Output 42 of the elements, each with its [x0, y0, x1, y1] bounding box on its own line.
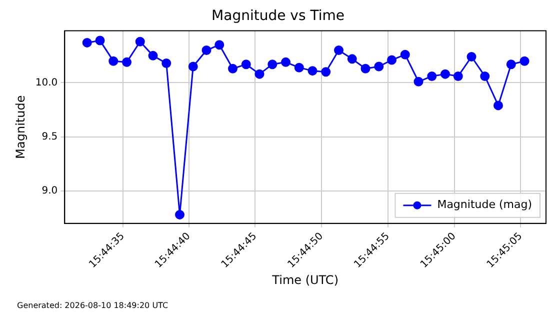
point	[466, 52, 476, 62]
point	[308, 66, 318, 76]
point	[347, 54, 357, 64]
point	[334, 46, 344, 56]
x-axis-title: Time (UTC)	[271, 272, 339, 287]
point	[427, 71, 437, 81]
point	[453, 71, 463, 81]
chart-title: Magnitude vs Time	[212, 8, 344, 24]
y-tick-label: 10.0	[35, 77, 58, 88]
point	[254, 69, 264, 79]
point	[214, 40, 224, 50]
y-tick-label: 9.5	[42, 131, 58, 142]
point	[268, 60, 278, 70]
point	[108, 56, 118, 66]
point	[148, 50, 158, 60]
point	[294, 62, 304, 72]
point	[202, 46, 212, 56]
point	[122, 57, 132, 67]
point	[520, 56, 530, 66]
point	[174, 210, 184, 220]
point	[188, 62, 198, 72]
point	[400, 50, 410, 60]
point	[360, 64, 370, 74]
point	[241, 60, 251, 70]
point	[387, 55, 397, 65]
point	[228, 64, 238, 74]
legend-label: Magnitude (mag)	[437, 198, 532, 212]
text: Generated: 2026-08-10 18:49:20 UTC	[17, 301, 168, 310]
point	[82, 38, 92, 48]
y-tick-label: 9.0	[42, 185, 58, 196]
point	[494, 100, 503, 110]
y-axis-title: Magnitude	[13, 95, 28, 159]
point	[506, 60, 516, 70]
point	[135, 36, 145, 46]
point	[374, 62, 384, 72]
point	[480, 71, 490, 81]
point	[162, 58, 172, 68]
point	[321, 67, 331, 77]
point	[281, 57, 291, 67]
point	[440, 69, 450, 79]
point	[95, 36, 105, 46]
point	[414, 76, 424, 86]
